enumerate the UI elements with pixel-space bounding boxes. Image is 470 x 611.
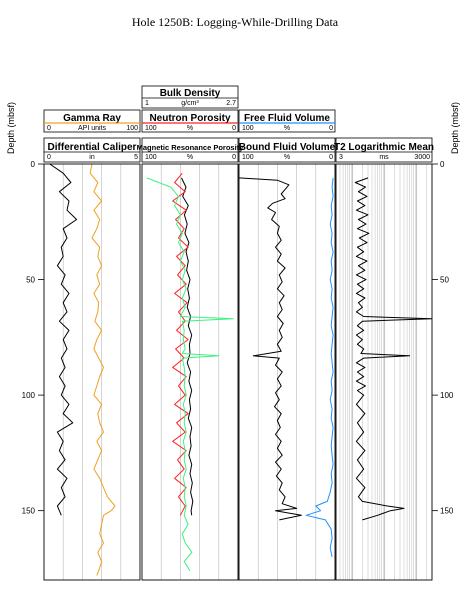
mr-porosity-unit: % [187, 154, 193, 161]
bulk-density-unit: g/cm³ [181, 100, 199, 107]
depth-tick-label: 100 [22, 391, 36, 400]
header-gamma-ray: Gamma Ray 0 API units 100 [43, 109, 141, 133]
series-differential-caliper [49, 163, 78, 516]
t2-log-mean-max: 3000 [414, 154, 430, 161]
bound-fluid-volume-unit: % [284, 154, 290, 161]
neutron-porosity-max: 0 [232, 125, 236, 132]
header-bulk-density: Bulk Density 1 g/cm³ 2.7 [141, 85, 239, 109]
depth-tick-label: 150 [22, 507, 36, 516]
log-curves [49, 163, 433, 576]
bound-fluid-volume-max: 0 [329, 154, 333, 161]
free-fluid-volume-name: Free Fluid Volume [244, 113, 330, 124]
track-frame [238, 163, 336, 581]
track-frames [43, 163, 433, 581]
bulk-density-min: 1 [145, 100, 149, 107]
depth-ticks: 0 0 50 50 100 100 150 150 [22, 160, 454, 516]
mr-porosity-max: 0 [232, 154, 236, 161]
header-bound-fluid-volume: Bound Fluid Volume 100 % 0 [238, 137, 336, 163]
depth-axis-label-right: Depth (mbsf) [450, 102, 460, 154]
mr-porosity-name: Magnetic Resonance Porosity [137, 143, 245, 152]
depth-tick-label: 100 [440, 391, 454, 400]
series-bulk-density [181, 177, 194, 516]
series-neutron-porosity [172, 172, 189, 516]
track-grid [62, 164, 427, 580]
series-free-fluid-volume [305, 177, 334, 558]
gamma-ray-name: Gamma Ray [63, 113, 121, 124]
neutron-porosity-name: Neutron Porosity [149, 113, 231, 124]
bulk-density-name: Bulk Density [160, 88, 221, 99]
depth-tick-label: 0 [31, 160, 36, 169]
t2-log-mean-min: 3 [339, 154, 343, 161]
gamma-ray-min: 0 [47, 125, 51, 132]
series-t2-logarithmic-mean [354, 177, 433, 521]
header-mr-porosity: Magnetic Resonance Porosity 100 % 0 [137, 137, 245, 163]
depth-tick-label: 150 [440, 507, 454, 516]
series-magnetic-resonance-porosity [146, 177, 234, 572]
free-fluid-volume-unit: % [284, 125, 290, 132]
bound-fluid-volume-min: 100 [242, 154, 254, 161]
depth-axis-label-left: Depth (mbsf) [6, 102, 16, 154]
series-gamma-ray [89, 163, 116, 576]
differential-caliper-min: 0 [47, 154, 51, 161]
series-bound-fluid-volume [238, 177, 302, 521]
t2-log-mean-name: T2 Logarithmic Mean [334, 142, 434, 153]
depth-tick-label: 50 [26, 276, 35, 285]
track-frame [335, 163, 433, 581]
depth-tick-label: 50 [440, 276, 449, 285]
t2-log-mean-unit: ms [379, 154, 389, 161]
free-fluid-volume-max: 0 [329, 125, 333, 132]
differential-caliper-name: Differential Caliper [48, 142, 137, 153]
chart-title: Hole 1250B: Logging-While-Drilling Data [132, 15, 339, 29]
gamma-ray-unit: API units [78, 125, 107, 132]
header-differential-caliper: Differential Caliper 0 in 5 [43, 137, 141, 163]
bulk-density-max: 2.7 [226, 100, 236, 107]
neutron-porosity-unit: % [187, 125, 193, 132]
track-frame [141, 163, 239, 581]
bound-fluid-volume-name: Bound Fluid Volume [239, 142, 336, 153]
track-frame [43, 163, 141, 581]
differential-caliper-unit: in [89, 154, 95, 161]
depth-tick-label: 0 [440, 160, 445, 169]
header-t2-log-mean: T2 Logarithmic Mean 3 ms 3000 [334, 137, 434, 163]
gamma-ray-max: 100 [126, 125, 138, 132]
free-fluid-volume-min: 100 [242, 125, 254, 132]
differential-caliper-max: 5 [134, 154, 138, 161]
neutron-porosity-min: 100 [145, 125, 157, 132]
mr-porosity-min: 100 [145, 154, 157, 161]
header-neutron-porosity: Neutron Porosity 100 % 0 [141, 109, 239, 133]
header-free-fluid-volume: Free Fluid Volume 100 % 0 [238, 109, 336, 133]
